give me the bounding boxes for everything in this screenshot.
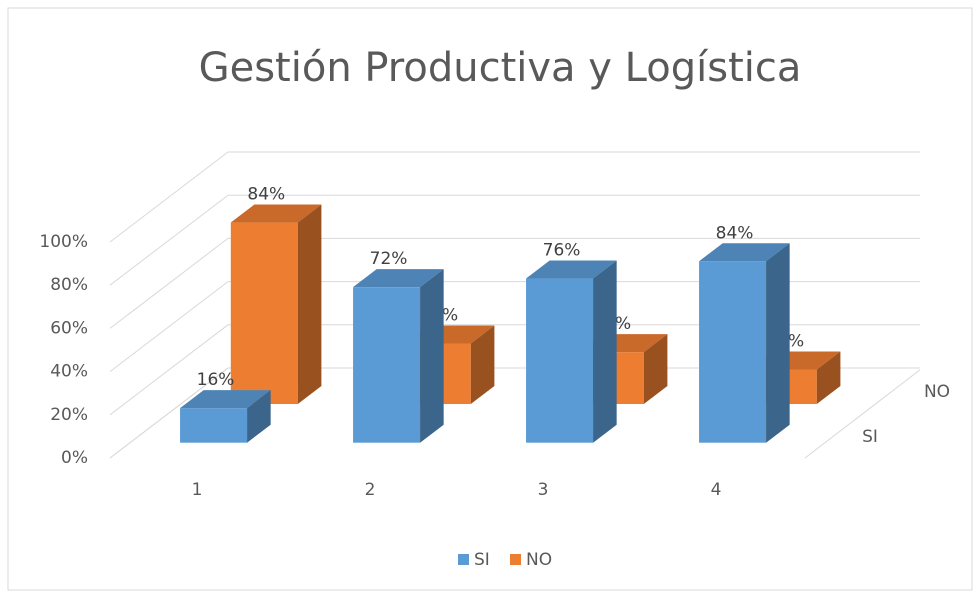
x-tick-label: 2: [365, 480, 376, 500]
bar-side: [766, 243, 790, 443]
chart-title: Gestión Productiva y Logística: [199, 45, 802, 91]
depth-label: SI: [862, 427, 878, 447]
bar-front: [353, 287, 421, 443]
chart-border: [7, 7, 973, 591]
data-label: 72%: [370, 249, 408, 269]
x-tick-label: 1: [192, 480, 203, 500]
grid-line: [109, 367, 920, 459]
bar-side: [593, 260, 617, 443]
bar-side: [420, 269, 444, 443]
data-label: 84%: [247, 185, 285, 205]
bar-side: [470, 325, 495, 404]
y-tick-label: 40%: [50, 362, 88, 382]
x-tick-label: 4: [711, 480, 722, 500]
y-tick-label: 100%: [39, 232, 88, 252]
legend-swatch: [510, 554, 521, 565]
data-label: 16%: [197, 370, 235, 390]
y-tick-label: 0%: [61, 448, 88, 468]
bar-top: [526, 260, 617, 279]
bar-top: [353, 269, 444, 288]
bar-side: [816, 351, 841, 404]
grid-line: [109, 151, 920, 243]
bar-front: [230, 222, 298, 404]
bar-top: [699, 243, 790, 262]
bar-front: [699, 261, 767, 443]
depth-label: NO: [924, 382, 950, 402]
y-tick-label: 20%: [50, 405, 88, 425]
bar-front: [180, 408, 248, 443]
legend-swatch: [458, 554, 469, 565]
depth-axis: [804, 369, 921, 459]
data-label: 76%: [543, 241, 581, 261]
grid-line: [109, 281, 920, 372]
x-tick-label: 3: [538, 480, 549, 500]
y-tick-label: 60%: [50, 318, 88, 338]
bar-side: [297, 204, 322, 404]
bar-side: [247, 390, 271, 443]
data-label: 84%: [716, 223, 754, 243]
bar-top: [180, 390, 271, 409]
grid-line: [109, 237, 920, 329]
legend-label: SI: [474, 550, 490, 570]
y-tick-label: 80%: [50, 275, 88, 295]
bar-top: [230, 204, 322, 223]
grid-line: [109, 324, 920, 416]
bar-front: [526, 278, 594, 443]
grid-line: [109, 194, 920, 286]
bar-side: [643, 334, 668, 404]
legend-label: NO: [526, 550, 552, 570]
